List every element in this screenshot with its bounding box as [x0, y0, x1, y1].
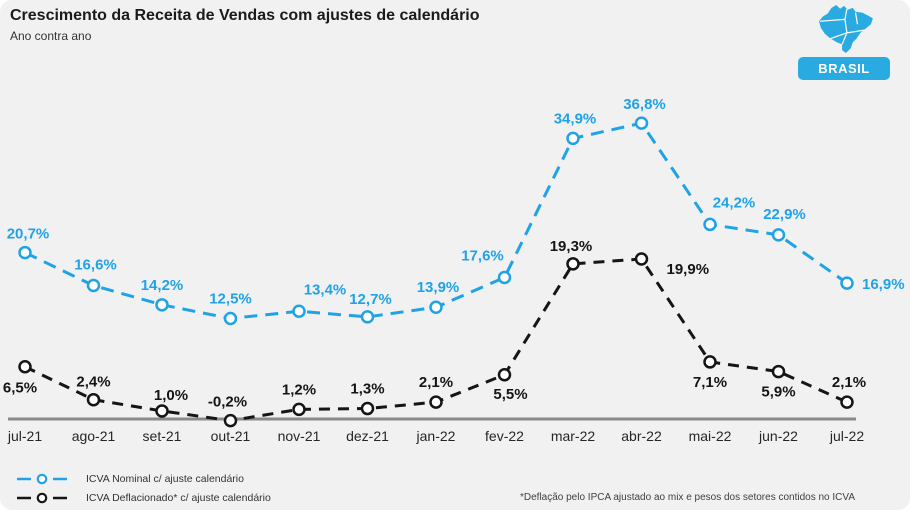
icva-deflacionado-point-ago-21: [86, 392, 101, 407]
x-tick-label-jul-22: jul-22: [829, 428, 864, 444]
page-title: Crescimento da Receita de Vendas com aju…: [10, 7, 480, 24]
icva-deflacionado-point-dez-21: [360, 401, 375, 416]
icva-nominal-point-dez-21: [360, 310, 375, 324]
icva-deflacionado-point-mai-22: [703, 355, 717, 369]
x-tick-label-nov-21: nov-21: [278, 428, 321, 444]
icva-deflacionado-point-nov-21: [292, 402, 306, 417]
icva-deflacionado-point-mar-22: [566, 257, 580, 271]
legend-marker-icon: [17, 492, 67, 503]
chart-legend: ICVA Nominal c/ ajuste calendário ICVA De…: [16, 469, 271, 507]
icva-deflacionado-point-jul-22: [840, 395, 854, 409]
region-indicator: BRASIL: [798, 4, 890, 80]
icva-nominal-point-fev-22: [497, 270, 512, 285]
line-chart: jul-21 ago-21 set-21 out-21 nov-21 dez-21 jan-…: [3, 96, 905, 444]
x-tick-label-ago-21: ago-21: [72, 428, 116, 444]
icva-deflacionado-label-mar-22: 19,3%: [550, 238, 593, 255]
icva-deflacionado-point-jan-22: [429, 395, 443, 409]
icva-nominal-label-out-21: 12,5%: [209, 291, 252, 308]
icva-deflacionado-label-nov-21: 1,2%: [282, 381, 316, 398]
icva-nominal-label-jul-22: 16,9%: [862, 276, 905, 293]
icva-deflacionado-point-jul-21: [18, 359, 32, 374]
legend-label: ICVA Deflacionado* c/ ajuste calendário: [86, 491, 271, 504]
icva-nominal-label-mar-22: 34,9%: [554, 110, 597, 127]
x-tick-label-jul-21: jul-21: [7, 428, 42, 444]
brasil-badge[interactable]: BRASIL: [798, 57, 890, 80]
icva-deflacionado-point-out-21: [223, 413, 238, 428]
icva-nominal-label-jun-22: 22,9%: [763, 206, 806, 223]
icva-nominal-point-jun-22: [771, 228, 786, 242]
chart-header: Crescimento da Receita de Vendas com aju…: [10, 6, 480, 44]
x-tick-label-abr-22: abr-22: [621, 428, 662, 444]
x-tick-label-set-21: set-21: [143, 428, 182, 444]
x-tick-label-jan-22: jan-22: [416, 428, 456, 444]
icva-nominal-point-abr-22: [634, 116, 649, 130]
page-subtitle: Ano contra ano: [10, 29, 92, 43]
icva-nominal-point-set-21: [155, 298, 169, 312]
x-tick-label-fev-22: fev-22: [485, 428, 524, 444]
x-tick-label-mai-22: mai-22: [689, 428, 732, 444]
footnote: *Deflação pelo IPCA ajustado ao mix e pe…: [519, 492, 855, 503]
icva-nominal-point-mar-22: [566, 131, 580, 146]
icva-deflacionado-label-jul-21: 6,5%: [3, 380, 37, 397]
icva-deflacionado-point-set-21: [155, 404, 169, 418]
icva-nominal-point-ago-21: [86, 278, 101, 293]
icva-nominal-label-mai-22: 24,2%: [713, 194, 756, 211]
x-tick-label-mar-22: mar-22: [551, 428, 596, 444]
icva-nominal-label-nov-21: 13,4%: [304, 281, 347, 298]
x-tick-label-out-21: out-21: [211, 428, 251, 444]
x-tick-label-jun-22: jun-22: [758, 428, 798, 444]
icva-deflacionado-label-jun-22: 5,9%: [761, 384, 795, 401]
icva-nominal-point-jul-22: [840, 276, 854, 290]
icva-deflacionado-label-dez-21: 1,3%: [350, 381, 384, 398]
icva-nominal-label-abr-22: 36,8%: [623, 96, 666, 113]
icva-deflacionado-label-jul-22: 2,1%: [832, 374, 866, 391]
icva-nominal-point-mai-22: [703, 217, 717, 232]
icva-deflacionado-label-abr-22: 19,9%: [667, 261, 710, 278]
icva-deflacionado-point-fev-22: [497, 368, 512, 382]
icva-nominal-point-jul-21: [18, 245, 32, 260]
brasil-map-icon: [819, 4, 873, 54]
icva-nominal-label-jul-21: 20,7%: [7, 226, 50, 243]
x-tick-label-dez-21: dez-21: [346, 428, 389, 444]
icva-nominal-label-set-21: 14,2%: [141, 277, 184, 294]
icva-nominal-point-jan-22: [429, 300, 443, 314]
icva-nominal-point-out-21: [223, 311, 238, 326]
legend-item-icva-nominal: ICVA Nominal c/ ajuste calendário: [16, 469, 271, 488]
icva-nominal-point-nov-21: [292, 304, 306, 319]
icva-nominal-label-fev-22: 17,6%: [461, 247, 504, 264]
legend-marker-icon: [17, 473, 67, 484]
icva-deflacionado-label-out-21: -0,2%: [208, 394, 247, 411]
legend-label: ICVA Nominal c/ ajuste calendário: [86, 472, 244, 485]
icva-deflacionado-point-abr-22: [634, 252, 649, 266]
icva-nominal-label-ago-21: 16,6%: [74, 257, 117, 274]
icva-deflacionado-label-ago-21: 2,4%: [76, 374, 110, 391]
icva-deflacionado-label-fev-22: 5,5%: [493, 386, 527, 403]
icva-deflacionado-label-jan-22: 2,1%: [419, 374, 453, 391]
icva-deflacionado-point-jun-22: [771, 364, 786, 379]
legend-item-icva-deflacionado: ICVA Deflacionado* c/ ajuste calendário: [16, 488, 271, 507]
icva-nominal-label-dez-21: 12,7%: [349, 291, 392, 308]
icva-deflacionado-label-set-21: 1,0%: [154, 387, 188, 404]
icva-deflacionado-label-mai-22: 7,1%: [693, 374, 727, 391]
icva-nominal-label-jan-22: 13,9%: [417, 279, 460, 296]
